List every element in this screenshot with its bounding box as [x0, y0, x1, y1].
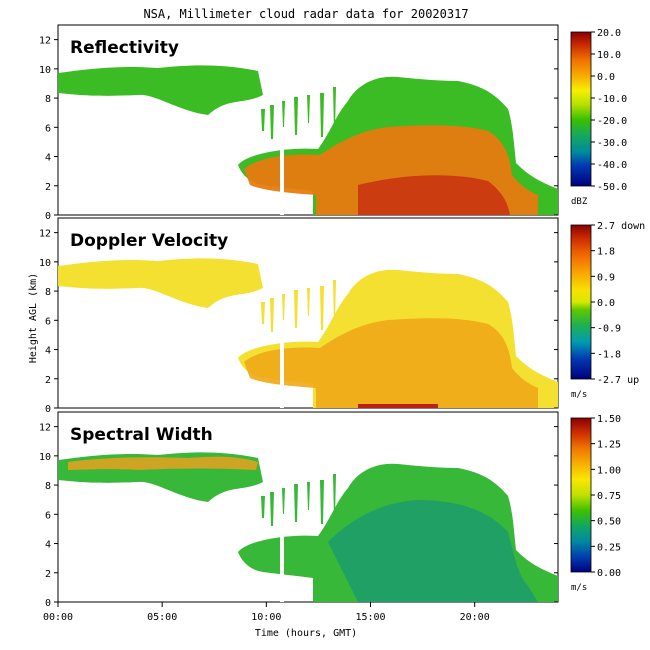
x-tick-label: 00:00 [43, 612, 73, 623]
colorbar-tick-label: 0.75 [597, 491, 621, 502]
colorbar-tick-label: 0.0 [597, 298, 615, 309]
colorbar-scale [570, 224, 592, 380]
y-ticks: 0 2 4 6 8 10 12 [39, 36, 558, 222]
reflectivity-peak [358, 175, 510, 215]
y-axis-label: Height AGL (km) [28, 273, 39, 363]
data-gap [280, 522, 284, 602]
colorbar-tick-label: -0.9 [597, 324, 621, 335]
spectral-core [328, 500, 538, 602]
colorbar-tick-label: 1.25 [597, 440, 621, 451]
x-axis-label: Time (hours, GMT) [255, 628, 357, 639]
y-tick-label: 12 [39, 423, 51, 434]
reflectivity-field [58, 65, 558, 216]
spectral-width-field [58, 452, 558, 602]
y-tick-label: 10 [39, 452, 51, 463]
y-ticks: 0 2 4 6 8 10 12 [39, 423, 558, 609]
y-tick-label: 4 [45, 153, 51, 164]
colorbar-tick-label: -40.0 [597, 160, 627, 171]
colorbar-tick-label: 20.0 [597, 28, 621, 39]
colorbar-scale [570, 417, 592, 573]
panel-title: Reflectivity [70, 38, 179, 58]
colorbar-spectral-width: 1.50 1.25 1.00 0.75 0.50 0.25 0.00 m/s [570, 414, 621, 593]
panel-title: Spectral Width [70, 425, 213, 445]
colorbar-tick-label: 0.25 [597, 542, 621, 553]
y-tick-label: 12 [39, 36, 51, 47]
y-tick-label: 12 [39, 229, 51, 240]
x-tick-label: 20:00 [460, 612, 490, 623]
panel-title: Doppler Velocity [70, 231, 228, 251]
y-ticks: 0 2 4 6 8 10 12 [39, 229, 558, 415]
y-tick-label: 2 [45, 569, 51, 580]
y-tick-label: 0 [45, 404, 51, 415]
colorbar-tick-label: 1.00 [597, 465, 621, 476]
colorbar-unit: m/s [571, 390, 587, 400]
colorbar-tick-label: 0.9 [597, 272, 615, 283]
y-tick-label: 8 [45, 287, 51, 298]
colorbar-tick-label: 0.50 [597, 517, 621, 528]
colorbar-reflectivity: 20.0 10.0 0.0 -10.0 -20.0 -30.0 -40.0 -50.0 dBZ [570, 28, 627, 207]
colorbar-unit: dBZ [571, 197, 588, 207]
velocity-core [244, 318, 538, 408]
colorbar-tick-label: -10.0 [597, 94, 627, 105]
data-gap [280, 135, 284, 215]
x-tick-label: 10:00 [251, 612, 281, 623]
x-axis: 00:00 05:00 10:00 15:00 20:00 [43, 602, 490, 623]
y-tick-label: 2 [45, 375, 51, 386]
y-tick-label: 4 [45, 540, 51, 551]
colorbar-tick-label: 10.0 [597, 50, 621, 61]
surface-strip [358, 404, 438, 408]
y-tick-label: 6 [45, 510, 51, 521]
colorbar-tick-label: -50.0 [597, 182, 627, 193]
colorbar-tick-label: 1.50 [597, 414, 621, 425]
figure-title: NSA, Millimeter cloud radar data for 200… [143, 7, 468, 21]
y-tick-label: 2 [45, 182, 51, 193]
colorbar-velocity: 2.7 down 1.8 0.9 0.0 -0.9 -1.8 -2.7 up m/s [570, 221, 645, 400]
y-tick-label: 10 [39, 65, 51, 76]
y-tick-label: 0 [45, 211, 51, 222]
colorbar-tick-label: -1.8 [597, 349, 621, 360]
colorbar-tick-label: -30.0 [597, 138, 627, 149]
colorbar-tick-label: 2.7 down [597, 221, 645, 232]
colorbar-unit: m/s [571, 583, 587, 593]
colorbar-scale [570, 31, 592, 187]
y-tick-label: 8 [45, 481, 51, 492]
panel-reflectivity: Reflectivity 0 2 4 6 8 10 12 [39, 24, 559, 222]
y-tick-label: 4 [45, 346, 51, 357]
x-tick-label: 05:00 [147, 612, 177, 623]
velocity-field [58, 258, 558, 408]
spectral-high [68, 456, 258, 470]
y-tick-label: 6 [45, 123, 51, 134]
y-tick-label: 8 [45, 94, 51, 105]
panel-spectral-width: Spectral Width 0 2 4 6 8 10 12 [39, 411, 559, 609]
y-tick-label: 10 [39, 258, 51, 269]
colorbar-tick-label: -20.0 [597, 116, 627, 127]
colorbar-tick-label: -2.7 up [597, 375, 639, 386]
y-tick-label: 0 [45, 598, 51, 609]
data-gap [280, 328, 284, 408]
colorbar-tick-label: 0.0 [597, 72, 615, 83]
panel-doppler-velocity: Doppler Velocity 0 2 4 6 8 10 12 [39, 217, 559, 415]
colorbar-tick-label: 0.00 [597, 568, 621, 579]
x-tick-label: 15:00 [355, 612, 385, 623]
colorbar-tick-label: 1.8 [597, 247, 615, 258]
y-tick-label: 6 [45, 316, 51, 327]
